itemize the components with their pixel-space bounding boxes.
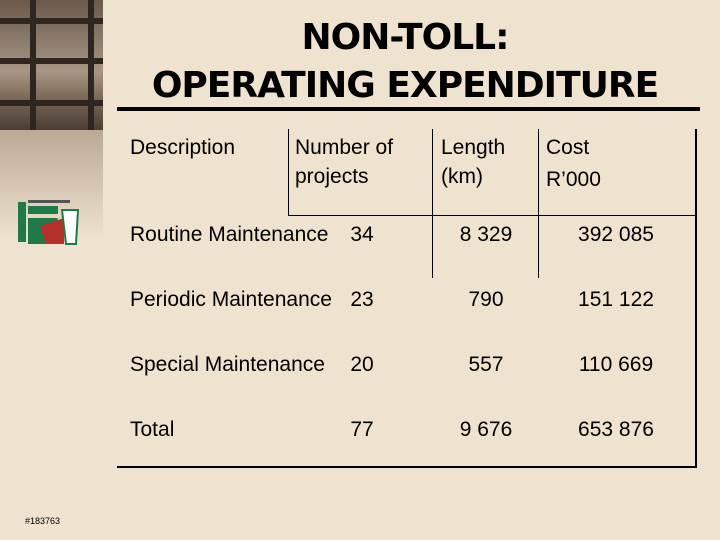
window-bar — [0, 100, 103, 106]
slide-title: NON-TOLL: OPERATING EXPENDITURE — [110, 14, 700, 110]
window-post — [88, 0, 94, 130]
title-line-2: OPERATING EXPENDITURE — [151, 65, 659, 106]
title-line-1: NON-TOLL: — [301, 17, 510, 58]
row-special-projects: 20 — [350, 353, 374, 376]
column-divider — [432, 129, 433, 278]
header-cost: Cost R’000 — [546, 133, 601, 194]
row-total-length: 9 676 — [459, 418, 513, 441]
organization-logo-icon — [18, 200, 80, 245]
window-bar — [0, 58, 103, 64]
row-special-cost: 110 669 — [578, 353, 654, 376]
row-special-length: 557 — [468, 353, 504, 376]
row-periodic-length: 790 — [468, 288, 504, 311]
row-periodic-cost: 151 122 — [578, 288, 654, 311]
left-decor-strip: #183763 — [0, 0, 103, 540]
header-divider — [288, 215, 697, 216]
window-photo — [0, 0, 103, 130]
column-divider — [288, 129, 289, 215]
row-total-projects: 77 — [350, 418, 374, 441]
row-routine-description: Routine Maintenance — [130, 223, 329, 246]
title-underline — [117, 107, 700, 111]
column-divider — [538, 129, 539, 278]
slide-reference: #183763 — [25, 516, 61, 526]
expenditure-table — [117, 129, 697, 468]
row-routine-cost: 392 085 — [578, 223, 654, 246]
header-cost-label: Cost — [546, 136, 590, 159]
row-total-cost: 653 876 — [578, 418, 654, 441]
row-routine-projects: 34 — [350, 223, 374, 246]
header-projects: Number of projects — [295, 136, 394, 188]
row-routine-length: 8 329 — [459, 223, 513, 246]
header-description: Description — [130, 136, 236, 159]
row-periodic-projects: 23 — [350, 288, 374, 311]
header-length: Length (km) — [441, 136, 506, 188]
row-special-description: Special Maintenance — [130, 353, 325, 376]
window-post — [30, 0, 36, 130]
row-total-description: Total — [130, 418, 175, 441]
row-periodic-description: Periodic Maintenance — [130, 288, 332, 311]
header-cost-unit: R’000 — [546, 168, 601, 191]
window-bar — [0, 18, 103, 24]
